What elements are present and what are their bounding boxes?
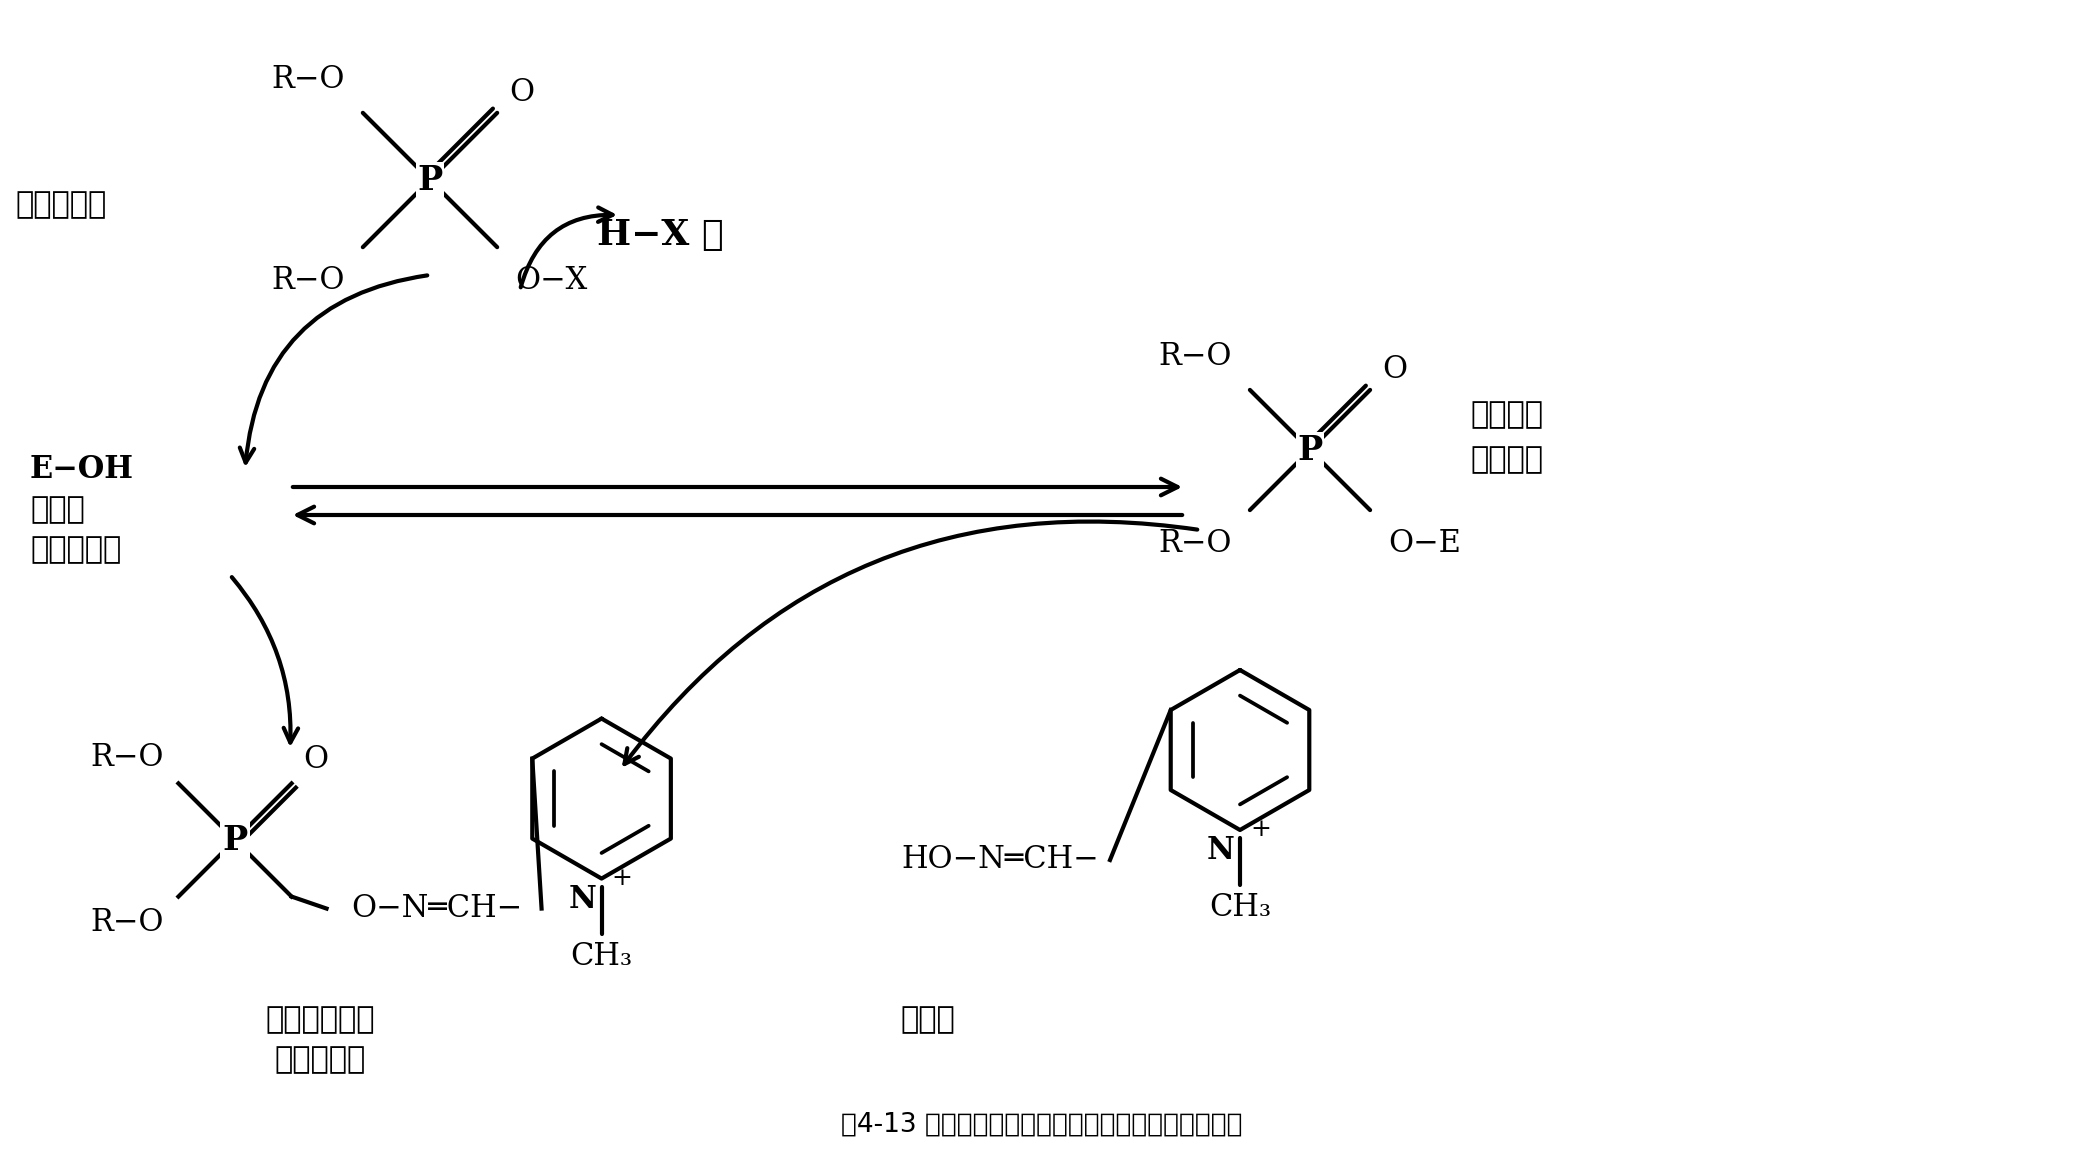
Text: 有机磷农药: 有机磷农药 bbox=[15, 191, 106, 219]
Text: （失活）: （失活） bbox=[1469, 446, 1542, 475]
Text: N: N bbox=[1207, 835, 1236, 866]
Text: 磷酰化酶: 磷酰化酶 bbox=[1469, 401, 1542, 430]
FancyArrowPatch shape bbox=[292, 478, 1177, 495]
Text: R−O: R−O bbox=[1159, 528, 1232, 559]
FancyArrowPatch shape bbox=[240, 275, 427, 463]
Text: 图4-13 有机磷农药对羟基酶的抑制和解磷定的解抑制: 图4-13 有机磷农药对羟基酶的抑制和解磷定的解抑制 bbox=[842, 1112, 1242, 1138]
Text: P: P bbox=[223, 824, 248, 857]
Text: O: O bbox=[304, 745, 329, 775]
FancyArrowPatch shape bbox=[625, 522, 1196, 765]
Text: （有活性）: （有活性） bbox=[29, 536, 121, 565]
Text: CH₃: CH₃ bbox=[571, 940, 634, 971]
Text: P: P bbox=[417, 164, 442, 196]
Text: 磷酰化解磷定: 磷酰化解磷定 bbox=[265, 1006, 375, 1035]
Text: R−O: R−O bbox=[1159, 341, 1232, 372]
Text: R−O: R−O bbox=[271, 64, 344, 95]
Text: HO−N═CH−: HO−N═CH− bbox=[900, 844, 1098, 875]
FancyArrowPatch shape bbox=[298, 507, 1182, 523]
Text: O−E: O−E bbox=[1388, 528, 1461, 559]
Text: N: N bbox=[569, 884, 596, 915]
FancyArrowPatch shape bbox=[231, 578, 298, 743]
Text: CH₃: CH₃ bbox=[1209, 892, 1271, 923]
Text: +: + bbox=[1250, 819, 1271, 842]
Text: R−O: R−O bbox=[271, 266, 344, 296]
Text: 解磷定: 解磷定 bbox=[900, 1006, 954, 1035]
Text: O: O bbox=[1382, 353, 1407, 385]
Text: 羟基酶: 羟基酶 bbox=[29, 495, 85, 524]
Text: +: + bbox=[611, 867, 631, 891]
Text: E−OH: E−OH bbox=[29, 455, 133, 485]
Text: R−O: R−O bbox=[90, 907, 163, 938]
Text: O−X: O−X bbox=[515, 266, 588, 296]
Text: O−N═CH−: O−N═CH− bbox=[350, 893, 523, 924]
Text: O: O bbox=[508, 77, 534, 107]
FancyArrowPatch shape bbox=[521, 208, 613, 288]
Text: H−X 酸: H−X 酸 bbox=[596, 218, 723, 252]
Text: P: P bbox=[1298, 433, 1323, 467]
Text: R−O: R−O bbox=[90, 743, 163, 774]
Text: （无毒性）: （无毒性） bbox=[275, 1045, 365, 1074]
